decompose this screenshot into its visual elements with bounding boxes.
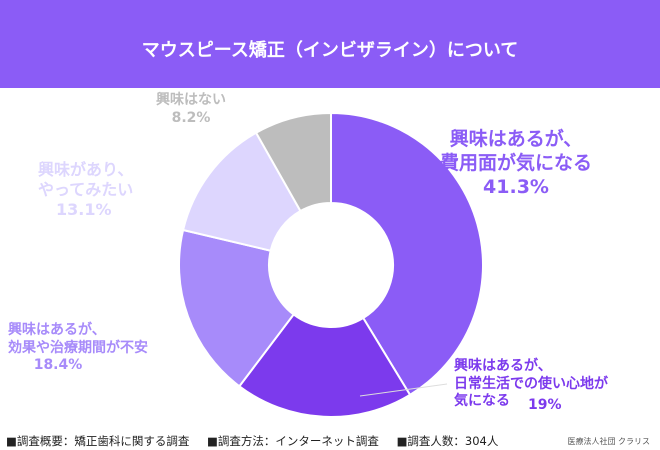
label-line: 興味はあるが、 <box>449 128 583 150</box>
label-none: 興味はない 8.2% <box>156 92 226 127</box>
label-line: やってみたい <box>38 180 134 199</box>
pie-slice <box>254 111 332 213</box>
value-label: 8.2% <box>171 109 211 126</box>
value-label: 13.1% <box>56 200 112 219</box>
pie-slice <box>178 228 296 388</box>
pie-slice <box>330 111 484 397</box>
label-line: 日常生活での使い心地が <box>454 375 608 392</box>
label-effect: 興味はあるが、 効果や治療期間が不安 18.4% <box>8 322 148 375</box>
value-label: 18.4% <box>33 357 83 373</box>
header-bar <box>0 0 660 88</box>
label-line: 興味はない <box>156 92 226 108</box>
label-line: 興味があり、 <box>38 160 134 179</box>
leader-line <box>359 383 448 397</box>
pie-slice <box>237 313 412 418</box>
organization-name: 医療法人社団 クラリス <box>567 437 650 446</box>
survey-footer: ■調査概要：矯正歯科に関する調査 ■調査方法：インターネット調査 ■調査人数：3… <box>6 433 512 449</box>
pie-slice <box>181 131 302 252</box>
label-line: 興味はあるが、 <box>8 322 106 338</box>
label-line: 気になる <box>454 393 510 409</box>
value-label: 41.3% <box>483 175 549 198</box>
survey-overview: ■調査概要：矯正歯科に関する調査 <box>6 434 190 448</box>
survey-method: ■調査方法：インターネット調査 <box>207 434 379 448</box>
value-label: 19% <box>528 397 562 413</box>
label-cost: 興味はあるが、 費用面が気になる 41.3% <box>440 128 592 199</box>
survey-count: ■調査人数：304人 <box>396 434 499 448</box>
label-line: 効果や治療期間が不安 <box>8 339 148 356</box>
label-daily: 興味はあるが、 日常生活での使い心地が 気になる 19% <box>454 358 608 413</box>
chart-title: マウスピース矯正（インビザライン）について <box>141 40 519 61</box>
label-line: 費用面が気になる <box>440 151 593 174</box>
label-line: 興味はあるが、 <box>454 358 552 374</box>
label-want: 興味があり、 やってみたい 13.1% <box>38 160 133 220</box>
